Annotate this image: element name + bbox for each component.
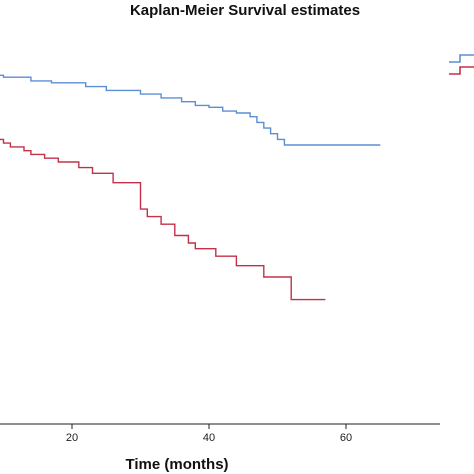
series-layer bbox=[0, 74, 381, 301]
x-tick-label: 60 bbox=[340, 432, 352, 444]
legend-swatch-series-2 bbox=[449, 66, 474, 75]
survival-curve-series-2 bbox=[0, 138, 326, 301]
legend bbox=[449, 54, 474, 75]
legend-swatch-series-1 bbox=[449, 54, 474, 63]
x-tick-label: 20 bbox=[66, 432, 78, 444]
x-tick-label: 40 bbox=[203, 432, 215, 444]
x-axis-title: Time (months) bbox=[125, 456, 228, 473]
survival-curve-series-1 bbox=[0, 74, 381, 146]
x-axis-ticks: 20 40 60 bbox=[66, 424, 352, 444]
chart-title: Kaplan-Meier Survival estimates bbox=[130, 2, 360, 19]
